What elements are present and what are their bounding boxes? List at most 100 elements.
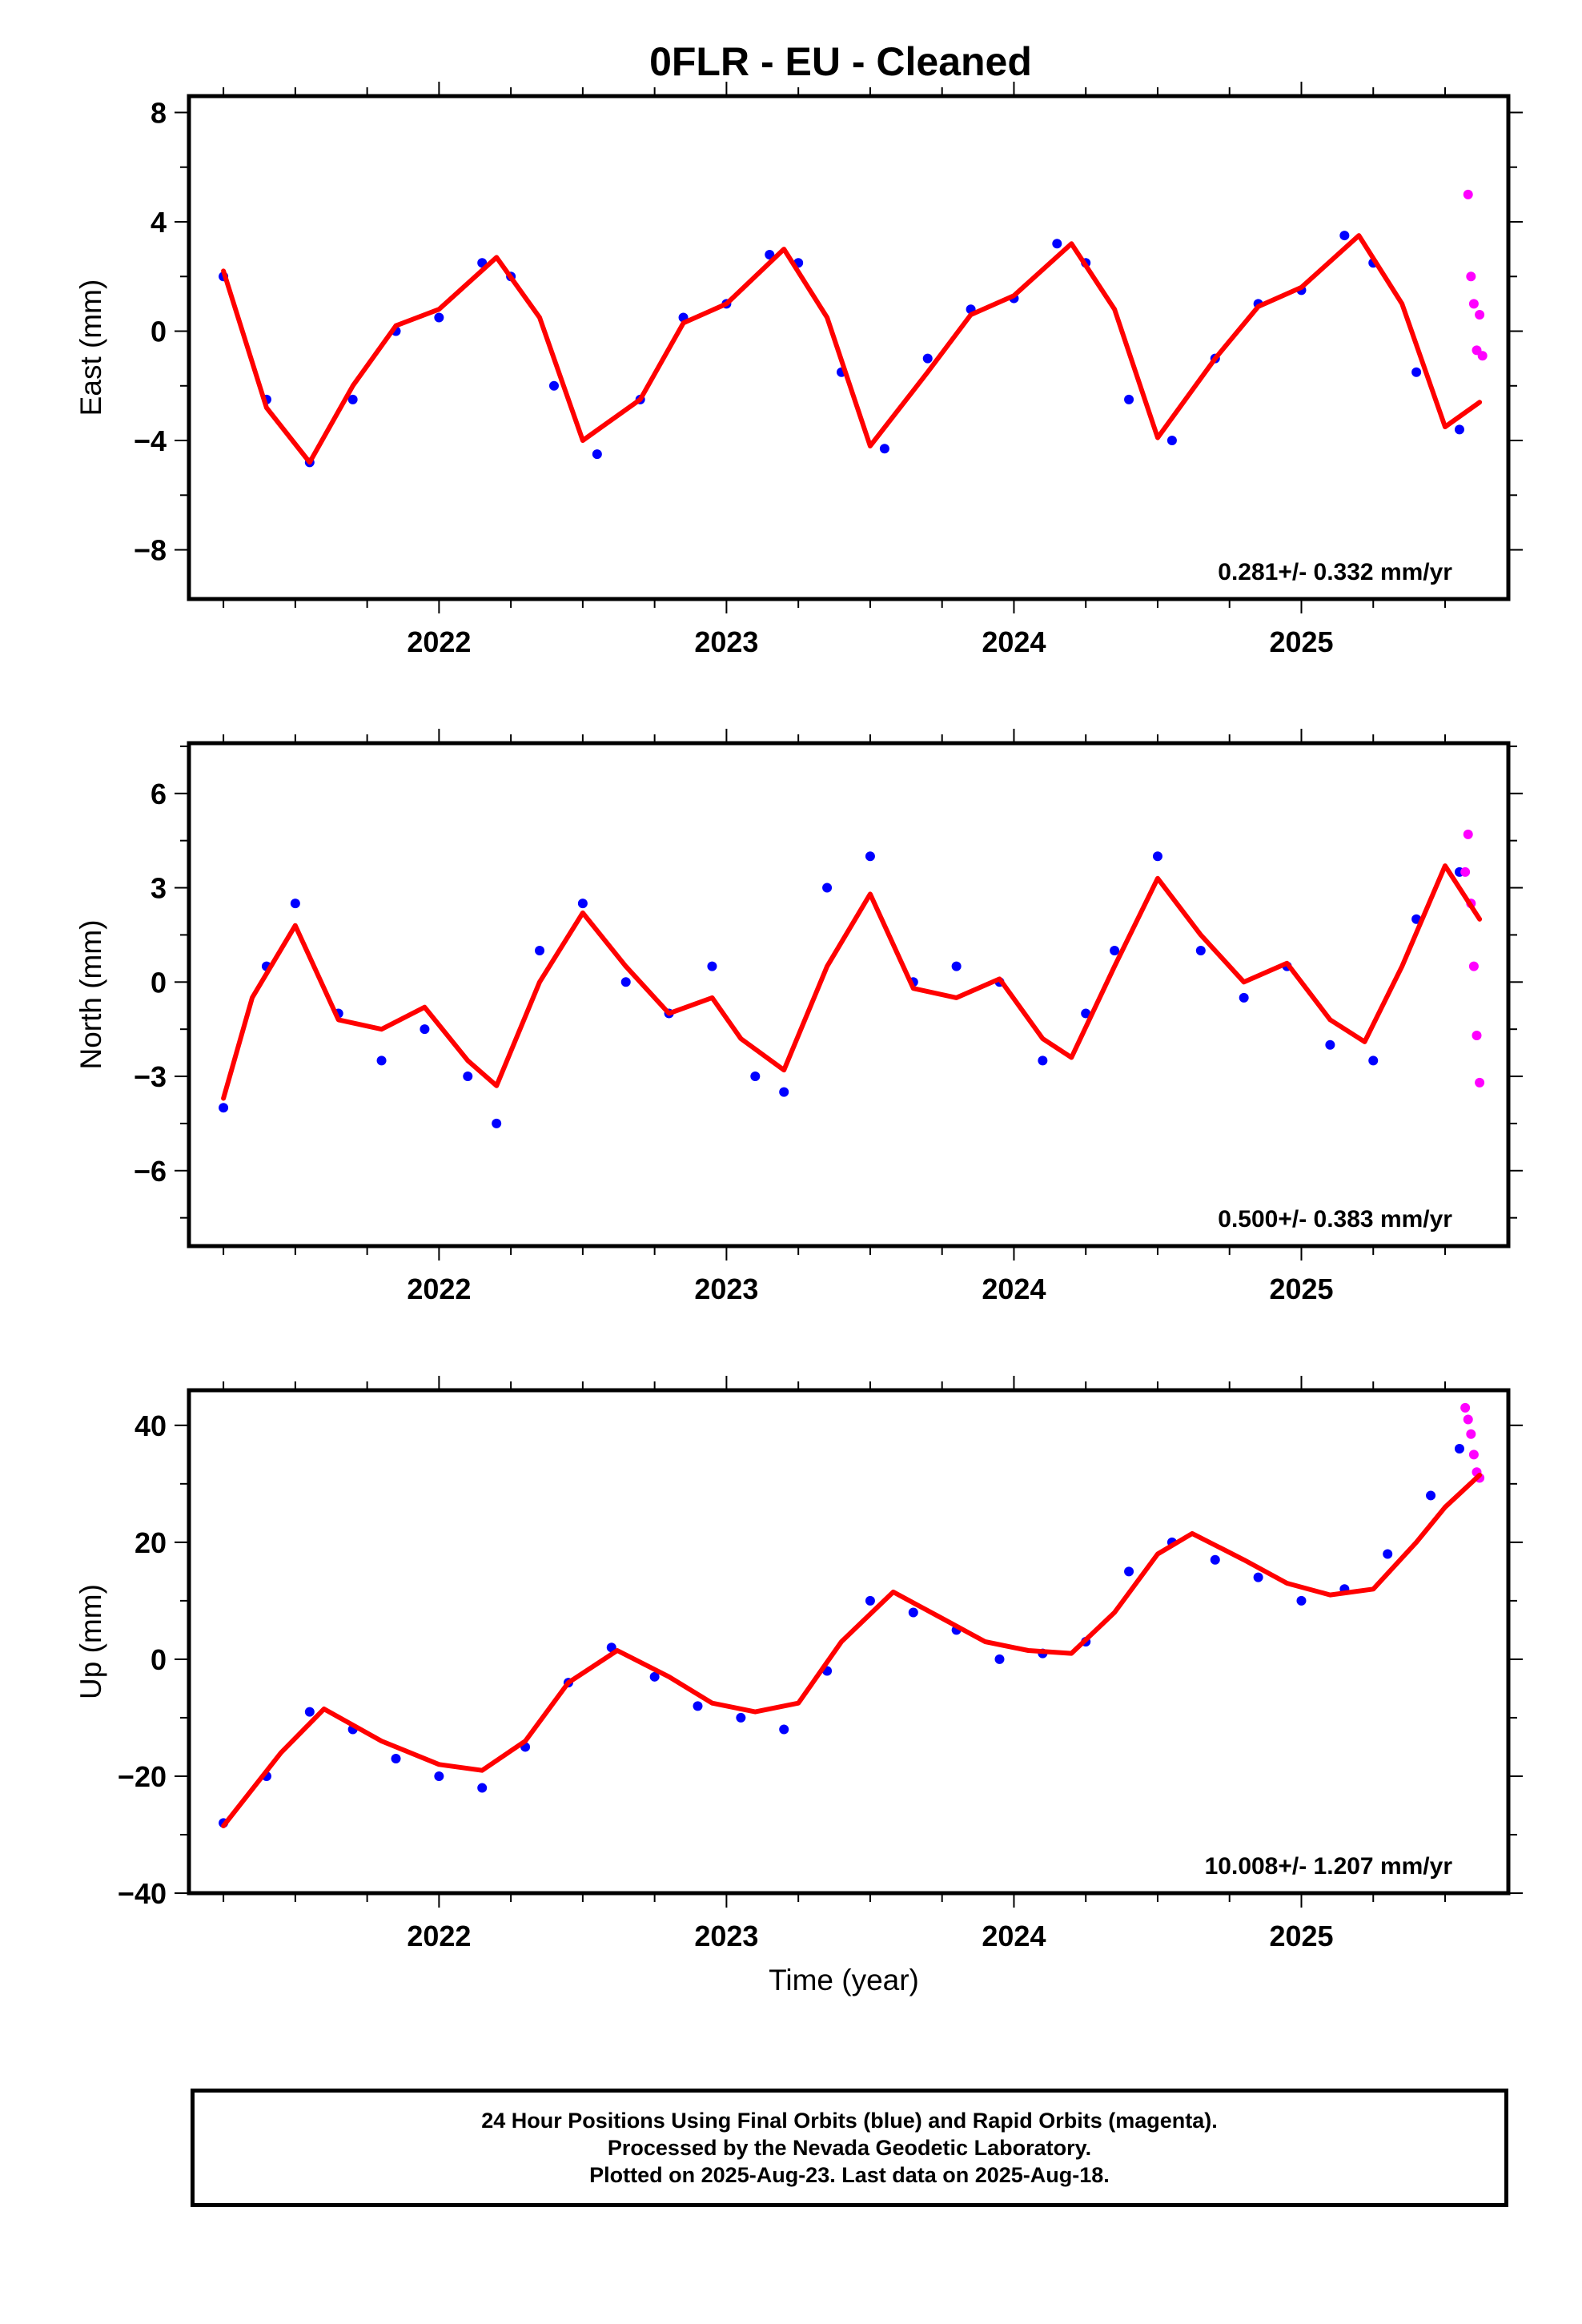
east-final-orbit-point <box>548 380 559 391</box>
up-final-orbit-point <box>1124 1566 1134 1577</box>
east-x-tick-label: 2024 <box>982 625 1046 658</box>
up-y-tick-label: 40 <box>135 1409 167 1442</box>
east-y-tick-label: 8 <box>151 96 167 129</box>
east-rapid-orbit-point <box>1463 189 1473 199</box>
up-rapid-orbit-point <box>1466 1429 1476 1439</box>
east-rapid-orbit-point <box>1477 351 1488 361</box>
up-y-tick-label: 20 <box>135 1526 167 1559</box>
up-x-tick-label: 2025 <box>1269 1920 1333 1952</box>
up-final-orbit-point <box>736 1712 746 1723</box>
east-final-orbit-point <box>592 449 602 460</box>
east-y-tick-label: 4 <box>151 206 167 239</box>
north-y-axis-label: North (mm) <box>74 919 107 1069</box>
north-rapid-orbit-point <box>1472 1031 1482 1041</box>
north-y-tick-label: −6 <box>134 1155 167 1188</box>
up-final-orbit-point <box>391 1754 401 1764</box>
east-final-orbit-point <box>347 394 358 404</box>
north-final-orbit-point <box>1368 1055 1379 1066</box>
east-rapid-orbit-point <box>1475 310 1485 320</box>
up-final-orbit-point <box>434 1771 444 1781</box>
up-y-tick-label: −40 <box>118 1877 167 1910</box>
east-y-tick-label: −4 <box>134 424 167 457</box>
east-final-orbit-point <box>1454 424 1464 435</box>
up-rapid-orbit-point <box>1468 1449 1479 1460</box>
up-final-orbit-point <box>1383 1549 1393 1559</box>
caption-line-3: Plotted on 2025-Aug-23. Last data on 202… <box>589 2163 1110 2187</box>
chart-title: 0FLR - EU - Cleaned <box>649 39 1032 84</box>
north-rapid-orbit-point <box>1460 866 1471 877</box>
north-final-orbit-point <box>1325 1039 1335 1050</box>
north-final-orbit-point <box>535 946 545 956</box>
up-rapid-orbit-point <box>1460 1402 1471 1413</box>
north-y-tick-label: 0 <box>151 966 167 999</box>
up-y-tick-label: −20 <box>118 1760 167 1793</box>
east-final-orbit-point <box>1124 394 1134 404</box>
north-rate-text: 0.500+/- 0.383 mm/yr <box>1218 1206 1452 1232</box>
up-final-orbit-point <box>1454 1444 1464 1454</box>
up-final-orbit-point <box>477 1783 488 1793</box>
up-final-orbit-point <box>994 1654 1005 1664</box>
north-final-orbit-point <box>1038 1055 1048 1066</box>
north-final-orbit-point <box>463 1072 473 1082</box>
up-y-axis-label: Up (mm) <box>74 1584 107 1699</box>
north-y-tick-label: −3 <box>134 1060 167 1093</box>
up-final-orbit-point <box>649 1671 660 1682</box>
north-final-orbit-point <box>290 899 300 909</box>
north-final-orbit-point <box>951 961 962 971</box>
caption-box: 24 Hour Positions Using Final Orbits (bl… <box>191 2089 1508 2207</box>
east-model-fit-line <box>221 233 1483 465</box>
east-rapid-orbit-point <box>1468 299 1479 309</box>
east-final-orbit-point <box>1411 367 1422 377</box>
north-final-orbit-point <box>1081 1008 1091 1019</box>
up-rate-text: 10.008+/- 1.207 mm/yr <box>1205 1853 1453 1880</box>
up-final-orbit-point <box>1253 1572 1263 1582</box>
east-y-axis-label: East (mm) <box>74 279 107 416</box>
north-final-orbit-point <box>492 1118 502 1128</box>
x-axis-label: Time (year) <box>769 1964 919 1996</box>
north-final-orbit-point <box>1110 946 1120 956</box>
up-model-fit-line <box>221 1472 1483 1828</box>
east-y-tick-label: 0 <box>151 316 167 348</box>
north-rapid-orbit-point <box>1463 829 1473 839</box>
north-rapid-orbit-point <box>1468 961 1479 971</box>
up-final-orbit-point <box>865 1595 875 1606</box>
north-final-orbit-point <box>822 883 833 893</box>
north-final-orbit-point <box>420 1024 430 1035</box>
up-x-tick-label: 2023 <box>694 1920 758 1952</box>
east-final-orbit-point <box>879 444 889 454</box>
up-final-orbit-point <box>304 1707 315 1717</box>
east-y-tick-label: −8 <box>134 534 167 567</box>
north-final-orbit-point <box>750 1072 761 1082</box>
north-plot-frame <box>187 741 1511 1248</box>
up-x-tick-label: 2024 <box>982 1920 1046 1952</box>
north-y-tick-label: 3 <box>151 872 167 905</box>
north-final-orbit-point <box>707 961 717 971</box>
up-plot-frame <box>187 1388 1511 1896</box>
north-final-orbit-point <box>779 1087 789 1097</box>
north-x-tick-label: 2023 <box>694 1273 758 1305</box>
north-x-tick-label: 2025 <box>1269 1273 1333 1305</box>
up-final-orbit-point <box>908 1607 918 1618</box>
up-final-orbit-point <box>779 1724 789 1735</box>
up-final-orbit-point <box>693 1701 703 1711</box>
east-final-orbit-point <box>922 353 933 364</box>
north-panel: 2022 2023 2024 2025 −6 −3 0 3 6 North (mm) 0.500+/… <box>74 729 1523 1305</box>
north-final-orbit-point <box>1195 946 1206 956</box>
east-x-tick-label: 2025 <box>1269 625 1333 658</box>
east-final-orbit-point <box>1166 436 1177 446</box>
north-model-fit-line <box>221 863 1483 1101</box>
east-final-orbit-point <box>1339 231 1350 241</box>
up-final-orbit-point <box>1426 1490 1436 1501</box>
east-final-orbit-point <box>765 249 775 259</box>
north-final-orbit-point <box>865 851 875 862</box>
east-x-tick-label: 2023 <box>694 625 758 658</box>
up-y-tick-label: 0 <box>151 1643 167 1676</box>
east-rate-text: 0.281+/- 0.332 mm/yr <box>1218 559 1452 585</box>
east-final-orbit-point <box>434 312 444 323</box>
east-plot-frame <box>187 94 1511 601</box>
north-final-orbit-point <box>577 899 588 909</box>
up-rapid-orbit-point <box>1463 1414 1473 1425</box>
caption-line-1: 24 Hour Positions Using Final Orbits (bl… <box>481 2109 1218 2133</box>
up-final-orbit-point <box>1296 1595 1307 1606</box>
